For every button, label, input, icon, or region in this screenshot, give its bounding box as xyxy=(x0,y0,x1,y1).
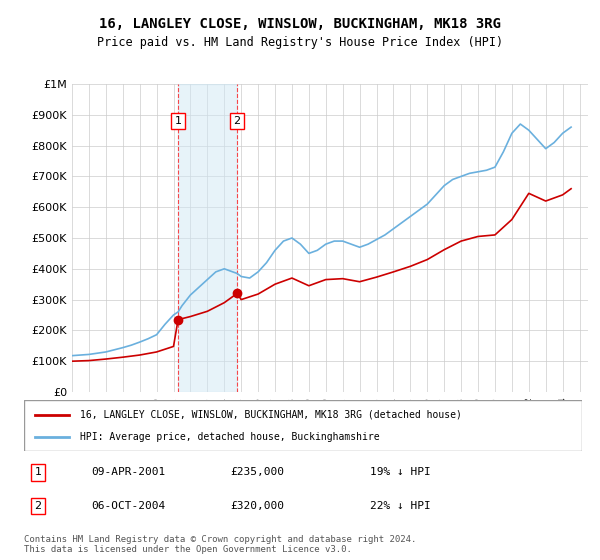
Text: Price paid vs. HM Land Registry's House Price Index (HPI): Price paid vs. HM Land Registry's House … xyxy=(97,36,503,49)
Text: 2: 2 xyxy=(34,501,41,511)
Text: £320,000: £320,000 xyxy=(230,501,284,511)
Text: 1: 1 xyxy=(175,116,182,126)
Text: £235,000: £235,000 xyxy=(230,468,284,478)
Text: 1: 1 xyxy=(34,468,41,478)
Text: 22% ↓ HPI: 22% ↓ HPI xyxy=(370,501,431,511)
Text: 16, LANGLEY CLOSE, WINSLOW, BUCKINGHAM, MK18 3RG (detached house): 16, LANGLEY CLOSE, WINSLOW, BUCKINGHAM, … xyxy=(80,409,461,419)
FancyBboxPatch shape xyxy=(24,400,582,451)
Text: HPI: Average price, detached house, Buckinghamshire: HPI: Average price, detached house, Buck… xyxy=(80,432,379,442)
Text: 16, LANGLEY CLOSE, WINSLOW, BUCKINGHAM, MK18 3RG: 16, LANGLEY CLOSE, WINSLOW, BUCKINGHAM, … xyxy=(99,17,501,31)
Text: 06-OCT-2004: 06-OCT-2004 xyxy=(91,501,165,511)
Text: 2: 2 xyxy=(233,116,241,126)
Text: Contains HM Land Registry data © Crown copyright and database right 2024.
This d: Contains HM Land Registry data © Crown c… xyxy=(24,535,416,554)
Text: 09-APR-2001: 09-APR-2001 xyxy=(91,468,165,478)
Bar xyxy=(178,84,237,392)
Text: 19% ↓ HPI: 19% ↓ HPI xyxy=(370,468,431,478)
